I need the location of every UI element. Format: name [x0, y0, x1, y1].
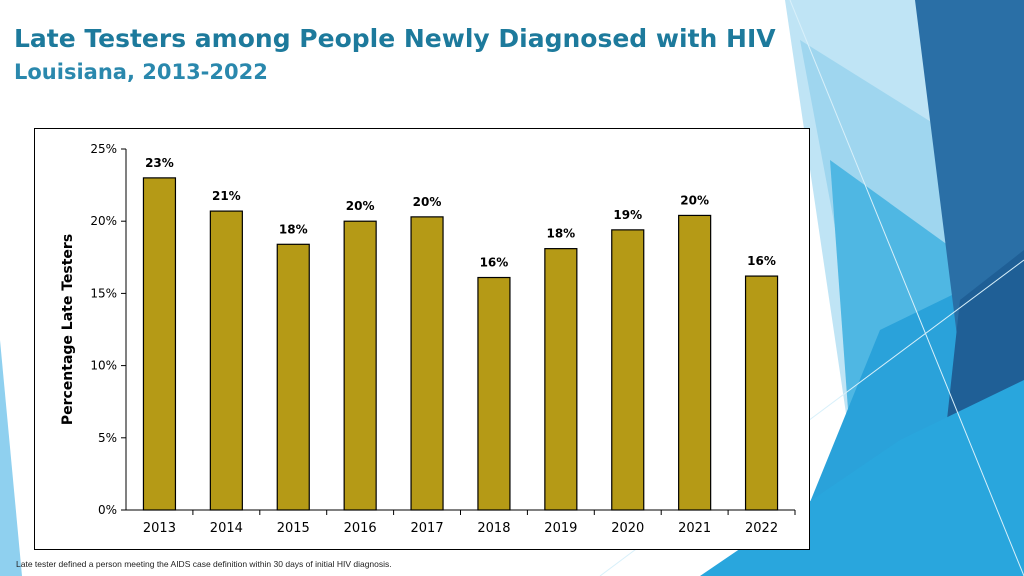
y-tick-label: 10%: [90, 359, 117, 373]
bar-2013: [142, 177, 177, 511]
y-tick-label: 5%: [98, 431, 117, 445]
bar-2022: [744, 275, 779, 511]
data-label-2022: 16%: [747, 254, 776, 268]
x-tick-label-2017: 2017: [411, 521, 444, 536]
data-label-2021: 20%: [680, 193, 709, 207]
x-tick-label-2022: 2022: [745, 521, 778, 536]
x-tick-label-2013: 2013: [143, 521, 176, 536]
page-subtitle: Louisiana, 2013-2022: [14, 60, 268, 84]
deco-line: [789, 0, 1024, 576]
bar-2017: [410, 216, 444, 511]
bar-chart: 0% 5% 10% 15% 20% 25% Percentage Late Testers 2…: [60, 142, 796, 536]
data-label-2013: 23%: [145, 156, 174, 170]
x-tick-label-2018: 2018: [477, 521, 510, 536]
y-tick-label: 20%: [90, 214, 117, 228]
y-tick-label: 25%: [90, 142, 117, 156]
chart-frame: 0% 5% 10% 15% 20% 25% Percentage Late Testers 2…: [34, 128, 810, 550]
data-label-2015: 18%: [279, 222, 308, 236]
bar-2020: [611, 229, 645, 511]
data-label-2017: 20%: [413, 195, 442, 209]
y-tick-label: 0%: [98, 503, 117, 517]
data-label-2019: 18%: [546, 227, 575, 241]
deco-left-sliver: [0, 340, 22, 576]
data-label-2020: 19%: [613, 208, 642, 222]
x-tick-label-2019: 2019: [544, 521, 577, 536]
y-tick-label: 15%: [90, 286, 117, 300]
x-tick-label-2020: 2020: [611, 521, 644, 536]
y-axis-title: Percentage Late Testers: [60, 234, 76, 425]
x-tick-label-2015: 2015: [277, 521, 310, 536]
footnote: Late tester defined a person meeting the…: [16, 559, 392, 569]
data-label-2016: 20%: [346, 199, 375, 213]
data-label-2014: 21%: [212, 189, 241, 203]
page-title: Late Testers among People Newly Diagnose…: [14, 24, 776, 53]
bar-2015: [276, 243, 310, 511]
bar-2018: [477, 276, 511, 511]
bar-2016: [343, 220, 377, 511]
x-tick-label-2016: 2016: [344, 521, 377, 536]
data-label-2018: 16%: [480, 256, 509, 270]
x-tick-label-2021: 2021: [678, 521, 711, 536]
x-tick-label-2014: 2014: [210, 521, 243, 536]
bar-2021: [678, 214, 712, 511]
bar-2019: [544, 248, 578, 511]
bar-2014: [209, 210, 243, 511]
